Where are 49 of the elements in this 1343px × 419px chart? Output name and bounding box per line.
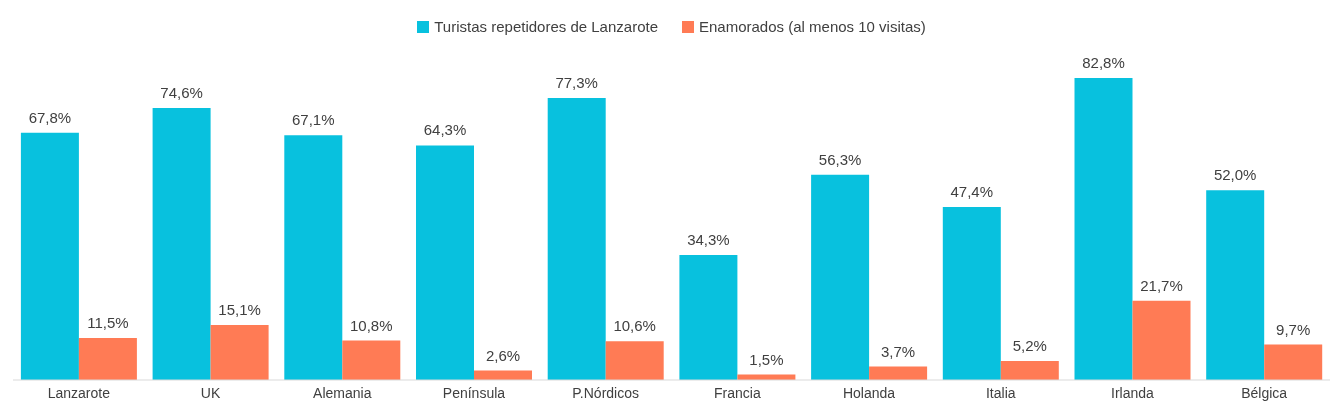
legend-label: Enamorados (al menos 10 visitas): [698, 18, 926, 35]
data-label: 56,3%: [818, 150, 862, 168]
x-tick-label: Península: [442, 384, 506, 401]
bar: [942, 207, 1001, 380]
data-label: 52,0%: [1213, 166, 1257, 184]
data-label: 10,6%: [613, 317, 656, 335]
bar: [1074, 78, 1133, 380]
x-tick-label: Irlanda: [1111, 384, 1155, 401]
bar: [1000, 361, 1059, 380]
data-label: 3,7%: [881, 342, 916, 360]
data-label: 10,8%: [350, 316, 393, 334]
bar: [1206, 190, 1265, 380]
data-label: 9,7%: [1276, 320, 1311, 338]
bar: [20, 132, 79, 380]
bar: [210, 324, 269, 380]
data-label: 34,3%: [687, 230, 730, 248]
data-label: 11,5%: [87, 314, 129, 332]
data-label: 47,4%: [950, 183, 994, 201]
bar: [78, 338, 137, 380]
x-tick-label: Alemania: [313, 384, 372, 401]
x-tick-label: UK: [200, 384, 221, 401]
x-tick-label: Francia: [714, 384, 761, 401]
x-tick-label: P.Nórdicos: [572, 384, 639, 401]
bar: [152, 107, 211, 380]
bar: [605, 341, 664, 380]
data-label: 67,8%: [28, 108, 72, 126]
x-tick-label: Holanda: [842, 384, 896, 401]
bar: [1264, 344, 1323, 380]
bar: [547, 98, 606, 380]
data-label: 74,6%: [160, 83, 203, 101]
data-label: 67,1%: [292, 111, 335, 129]
x-tick-label: Bélgica: [1241, 384, 1288, 401]
bar: [679, 254, 738, 380]
legend-label: Turistas repetidores de Lanzarote: [434, 18, 658, 35]
data-label: 21,7%: [1140, 276, 1183, 294]
data-label: 2,6%: [485, 346, 521, 364]
x-tick-label: Italia: [985, 384, 1016, 401]
bar: [416, 145, 474, 380]
bar: [284, 135, 343, 380]
data-label: 82,8%: [1082, 54, 1125, 71]
data-label: 1,5%: [749, 350, 784, 368]
data-label: 64,3%: [423, 121, 467, 139]
bar: [811, 174, 870, 380]
x-tick-label: Lanzarote: [47, 384, 111, 401]
bar: [1132, 300, 1191, 380]
bar: [342, 340, 401, 380]
data-label: 15,1%: [218, 300, 261, 318]
data-label: 5,2%: [1012, 337, 1047, 355]
data-label: 77,3%: [555, 74, 598, 92]
